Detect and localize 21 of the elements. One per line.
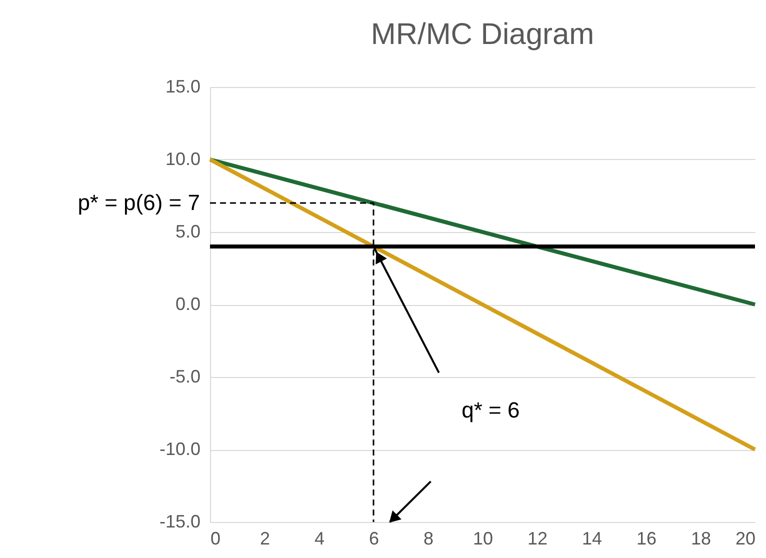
y-tick-label: 5.0 xyxy=(175,222,200,242)
y-tick-label: -15.0 xyxy=(159,512,200,532)
y-tick-label: 15.0 xyxy=(165,76,200,96)
x-tick-label: 16 xyxy=(636,528,657,548)
y-tick-label: -10.0 xyxy=(159,439,200,459)
y-tick-label: 0.0 xyxy=(175,294,200,314)
annotation: q* = 6 xyxy=(462,397,520,422)
y-tick-label: 10.0 xyxy=(165,149,200,169)
x-tick-label: 10 xyxy=(472,528,494,548)
annotation: p* = p(6) = 7 xyxy=(78,190,200,215)
x-tick-label: 4 xyxy=(314,528,325,548)
x-tick-label: 0 xyxy=(210,528,221,548)
x-tick-label: 14 xyxy=(582,528,602,548)
chart-title: MR/MC Diagram xyxy=(370,18,594,51)
y-tick-label: -5.0 xyxy=(169,366,200,386)
x-tick-label: 8 xyxy=(423,528,434,548)
x-tick-label: 18 xyxy=(690,528,712,548)
x-tick-label: 2 xyxy=(260,528,270,548)
x-tick-label: 12 xyxy=(527,528,548,548)
x-tick-label: 6 xyxy=(368,528,380,548)
x-tick-label: 20 xyxy=(735,528,756,548)
